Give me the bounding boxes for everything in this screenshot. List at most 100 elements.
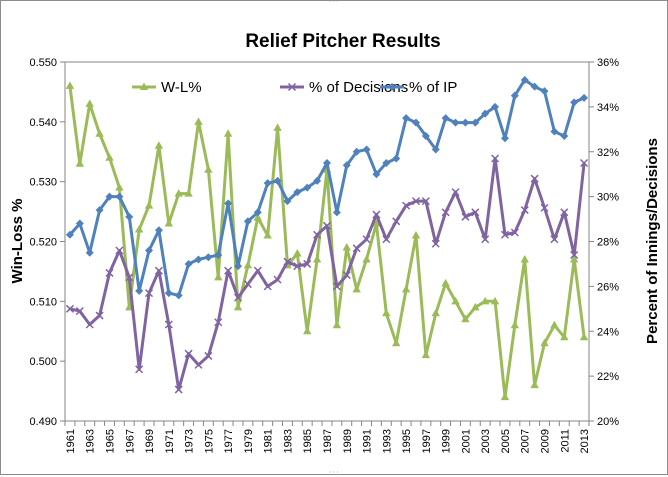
ip-point xyxy=(402,114,411,123)
decisions-point xyxy=(145,289,154,298)
wl-point xyxy=(303,326,312,335)
decisions-point xyxy=(402,201,411,210)
y-axis-label: Win-Loss % xyxy=(9,199,26,284)
x-tick-label: 2003 xyxy=(480,429,492,453)
decisions-point xyxy=(530,174,539,183)
decisions-point xyxy=(441,208,450,217)
ip-point xyxy=(323,158,331,167)
ip-point xyxy=(491,102,500,111)
wl-point xyxy=(431,308,440,317)
y-tick-label: 0.540 xyxy=(29,117,57,129)
x-tick-label: 1989 xyxy=(342,429,354,453)
x-tick-label: 2007 xyxy=(520,429,532,453)
x-tick-label: 2009 xyxy=(540,429,552,453)
ip-point xyxy=(263,179,272,188)
series-ip xyxy=(65,75,589,300)
wl-point xyxy=(312,254,322,263)
decisions-point xyxy=(481,235,490,244)
ip-point xyxy=(145,246,154,255)
ip-point xyxy=(174,291,183,300)
wl-point xyxy=(520,254,529,263)
x-tick-label: 1975 xyxy=(203,429,215,453)
wl-point xyxy=(154,141,164,149)
wl-point xyxy=(75,159,85,167)
wl-point xyxy=(233,302,243,311)
legend-wl: W-L% xyxy=(132,79,202,96)
decisions-point xyxy=(287,82,297,92)
wl-point xyxy=(352,284,361,293)
decisions-point xyxy=(263,282,272,291)
x-tick-label: 1971 xyxy=(164,429,176,453)
wl-point xyxy=(293,248,302,257)
ip-point xyxy=(85,248,94,257)
ip-point xyxy=(303,183,312,192)
ip-point xyxy=(95,206,104,215)
decisions-point xyxy=(580,158,589,167)
ip-point xyxy=(352,147,361,156)
wl-point xyxy=(134,225,144,233)
wl-point xyxy=(451,296,460,305)
ip-point xyxy=(65,230,74,239)
ip-point xyxy=(388,83,396,91)
x-tick-label: 2005 xyxy=(500,429,512,453)
wl-point xyxy=(382,308,391,317)
ip-point xyxy=(332,208,341,217)
wl-point xyxy=(372,219,381,227)
decisions-point xyxy=(322,221,332,230)
ip-point xyxy=(243,217,252,226)
ip-point xyxy=(204,253,213,262)
y2-tick-label: 24% xyxy=(597,326,619,338)
legend-decisions: % of Decisions xyxy=(280,79,408,96)
ip-point xyxy=(421,132,430,141)
decisions-point xyxy=(253,266,262,275)
ip-point xyxy=(560,132,569,141)
legend-label: % of IP xyxy=(409,79,457,96)
decisions-point xyxy=(224,266,233,275)
y2-tick-label: 30% xyxy=(597,192,619,204)
wl-point xyxy=(490,296,500,305)
wl-point xyxy=(263,231,272,239)
ip-point xyxy=(194,255,203,264)
wl-point xyxy=(164,219,174,227)
y2-axis-label: Percent of Innings/Decisions xyxy=(644,138,661,344)
series-decisions xyxy=(65,154,589,394)
wl-point xyxy=(560,332,569,341)
ip-point xyxy=(530,82,539,91)
wl-point xyxy=(401,284,411,293)
ip-point xyxy=(392,154,401,163)
decisions-point xyxy=(313,230,322,239)
y2-tick-label: 22% xyxy=(597,371,619,383)
ip-point xyxy=(510,91,519,100)
ip-point xyxy=(234,262,243,271)
resize-handle-top[interactable]: ··· xyxy=(329,0,340,6)
ip-point xyxy=(500,134,509,143)
decisions-point xyxy=(283,257,292,266)
y2-tick-label: 36% xyxy=(597,57,619,69)
ip-point xyxy=(471,118,480,127)
wl-point xyxy=(115,183,124,191)
wl-point xyxy=(174,189,183,197)
decisions-point xyxy=(85,320,94,329)
x-tick-label: 1987 xyxy=(322,429,334,453)
wl-point xyxy=(480,296,490,305)
decisions-point xyxy=(500,230,509,239)
x-tick-label: 1999 xyxy=(441,429,453,453)
decisions-point xyxy=(471,208,480,217)
x-tick-label: 2011 xyxy=(559,429,571,453)
y2-tick-label: 28% xyxy=(597,237,619,249)
wl-point xyxy=(85,99,94,107)
x-tick-label: 1963 xyxy=(85,429,97,453)
ip-point xyxy=(105,192,114,201)
x-tick-label: 1997 xyxy=(421,429,433,453)
decisions-point xyxy=(135,365,144,374)
x-tick-label: 1981 xyxy=(263,429,275,453)
x-tick-label: 2013 xyxy=(579,429,591,453)
decisions-point xyxy=(540,203,549,212)
ip-point xyxy=(481,109,490,118)
wl-point xyxy=(144,201,154,209)
wl-point xyxy=(540,338,549,347)
resize-handle-bottom[interactable]: ··· xyxy=(329,468,340,477)
x-tick-label: 1995 xyxy=(401,429,413,453)
ip-point xyxy=(135,286,144,295)
